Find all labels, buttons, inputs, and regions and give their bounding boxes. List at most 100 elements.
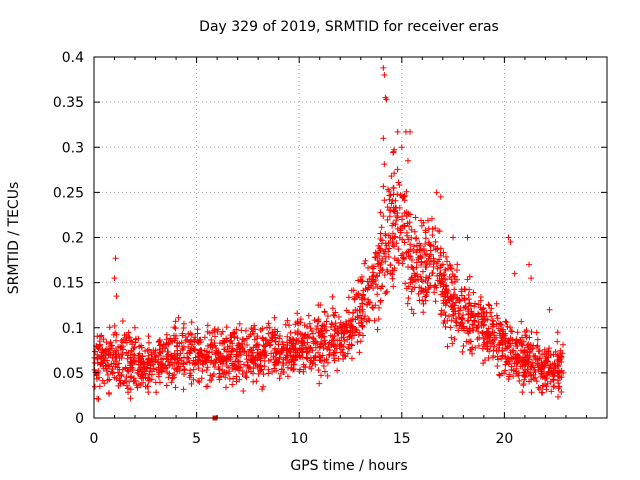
data-point xyxy=(181,365,188,372)
data-point xyxy=(224,353,231,360)
data-point xyxy=(483,309,490,316)
data-point xyxy=(171,324,178,331)
data-point xyxy=(432,225,439,232)
data-point xyxy=(145,339,152,346)
data-point xyxy=(157,350,164,357)
data-point xyxy=(400,193,407,200)
data-point xyxy=(430,243,437,250)
data-point xyxy=(529,359,536,366)
data-point xyxy=(165,339,172,346)
data-point xyxy=(146,371,153,378)
data-point xyxy=(429,232,436,239)
data-point xyxy=(164,353,171,360)
data-point xyxy=(324,372,331,379)
data-point xyxy=(361,260,368,267)
data-point xyxy=(203,367,210,374)
data-point xyxy=(123,382,130,389)
data-point xyxy=(381,197,388,204)
data-point xyxy=(494,362,501,369)
data-point xyxy=(179,332,186,339)
data-point xyxy=(177,350,184,357)
data-point xyxy=(411,270,418,277)
data-point xyxy=(541,350,548,357)
data-point xyxy=(548,369,555,376)
data-point xyxy=(389,271,396,278)
data-point xyxy=(449,279,456,286)
data-point xyxy=(365,282,372,289)
data-point xyxy=(502,345,509,352)
data-point xyxy=(390,220,397,227)
data-point xyxy=(297,331,304,338)
data-point xyxy=(546,306,553,313)
data-point xyxy=(305,312,312,319)
data-point xyxy=(404,232,411,239)
data-point xyxy=(186,359,193,366)
data-point xyxy=(198,375,205,382)
data-point xyxy=(530,342,537,349)
data-point xyxy=(315,318,322,325)
data-point xyxy=(477,294,484,301)
data-point xyxy=(322,340,329,347)
data-point xyxy=(309,334,316,341)
data-point xyxy=(391,170,398,177)
data-point xyxy=(122,365,129,372)
data-point xyxy=(111,275,118,282)
data-point xyxy=(172,325,179,332)
data-point xyxy=(447,264,454,271)
data-point xyxy=(91,359,98,366)
data-point xyxy=(528,328,535,335)
data-point xyxy=(519,342,526,349)
data-point xyxy=(283,345,290,352)
data-point xyxy=(155,364,162,371)
data-point xyxy=(426,273,433,280)
data-point xyxy=(269,368,276,375)
data-point xyxy=(361,312,368,319)
data-point xyxy=(125,349,132,356)
data-point xyxy=(475,319,482,326)
data-point xyxy=(460,311,467,318)
data-point xyxy=(418,287,425,294)
data-point xyxy=(415,256,422,263)
data-point xyxy=(393,204,400,211)
data-point xyxy=(352,306,359,313)
data-point xyxy=(503,319,510,326)
data-point xyxy=(536,347,543,354)
data-point xyxy=(556,383,563,390)
data-point xyxy=(100,357,107,364)
data-point xyxy=(284,373,291,380)
data-point xyxy=(207,342,214,349)
data-point xyxy=(518,341,525,348)
data-point xyxy=(393,217,400,224)
data-point xyxy=(329,305,336,312)
data-point xyxy=(259,325,266,332)
data-point xyxy=(312,344,319,351)
data-point xyxy=(390,267,397,274)
data-point xyxy=(163,336,170,343)
data-point xyxy=(371,317,378,324)
x-tick-label: 10 xyxy=(290,431,308,447)
y-tick-label: 0.2 xyxy=(62,231,84,247)
data-point xyxy=(318,338,325,345)
data-point xyxy=(523,327,530,334)
data-point xyxy=(302,364,309,371)
data-point xyxy=(267,356,274,363)
data-point xyxy=(476,334,483,341)
data-point xyxy=(450,311,457,318)
data-point xyxy=(246,364,253,371)
data-point xyxy=(240,361,247,368)
data-point xyxy=(506,371,513,378)
data-point xyxy=(349,329,356,336)
data-point xyxy=(522,354,529,361)
data-point xyxy=(407,128,414,135)
data-point xyxy=(522,332,529,339)
data-point xyxy=(405,263,412,270)
data-point xyxy=(126,334,133,341)
data-point xyxy=(159,361,166,368)
data-point xyxy=(507,340,514,347)
data-point xyxy=(447,295,454,302)
data-point xyxy=(475,342,482,349)
data-point xyxy=(404,157,411,164)
data-point xyxy=(254,353,261,360)
data-point xyxy=(192,334,199,341)
data-point xyxy=(105,389,112,396)
